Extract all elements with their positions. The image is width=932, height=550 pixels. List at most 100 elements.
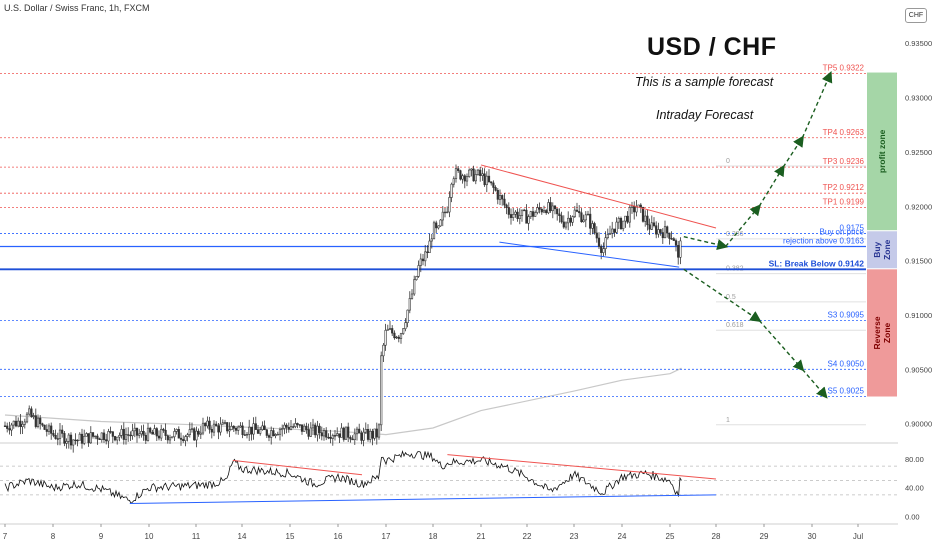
- candle-body: [591, 223, 594, 229]
- candle-body: [105, 439, 108, 442]
- candle-body: [540, 208, 543, 213]
- osc-resistance-trendline: [447, 454, 717, 480]
- candle-body: [102, 432, 106, 440]
- candle-body: [432, 222, 436, 240]
- x-tick-label: 11: [192, 532, 201, 541]
- currency-badge[interactable]: CHF: [905, 8, 927, 23]
- candle-body: [298, 424, 301, 426]
- candle-body: [50, 425, 53, 434]
- candle-body: [668, 232, 671, 239]
- candle-body: [498, 195, 502, 200]
- candle-body: [142, 430, 145, 436]
- candle-body: [448, 197, 451, 213]
- candle-body: [146, 427, 150, 441]
- price-tick-label: 0.92500: [905, 148, 932, 157]
- candle-body: [630, 205, 634, 208]
- candle-body: [201, 422, 205, 434]
- candle-body: [186, 434, 189, 437]
- candle-body: [454, 168, 458, 180]
- candle-body: [435, 222, 438, 229]
- candle-body: [547, 202, 550, 214]
- candle-body: [485, 175, 488, 186]
- candle-body: [212, 423, 216, 433]
- candle-body: [223, 422, 227, 424]
- candle-body: [111, 431, 114, 437]
- candle-body: [272, 430, 275, 437]
- candle-body: [439, 219, 442, 227]
- candle-body: [677, 244, 680, 258]
- candle-body: [65, 441, 68, 444]
- candle-body: [322, 430, 326, 437]
- candle-body: [190, 428, 194, 430]
- candle-body: [644, 215, 647, 222]
- candle-body: [342, 427, 345, 440]
- candle-body: [17, 420, 20, 427]
- candle-body: [287, 426, 290, 430]
- candle-body: [397, 336, 400, 339]
- candle-body: [217, 425, 220, 433]
- candle-body: [261, 425, 264, 430]
- candle-body: [206, 420, 209, 427]
- zone-label: ReverseZone: [872, 316, 892, 349]
- candle-body: [36, 417, 40, 427]
- candle-body: [237, 426, 240, 431]
- candle-body: [600, 246, 603, 253]
- candle-body: [443, 211, 447, 214]
- candle-body: [267, 435, 271, 438]
- candle-body: [529, 211, 532, 217]
- candle-body: [441, 211, 444, 221]
- candle-body: [41, 423, 44, 426]
- candle-body: [56, 438, 59, 440]
- candle-body: [353, 433, 356, 440]
- candle-body: [239, 425, 242, 428]
- candle-body: [162, 428, 165, 431]
- candle-body: [426, 251, 429, 253]
- candle-body: [351, 438, 354, 441]
- forecast-up-arrow: [683, 236, 729, 251]
- x-tick-label: 23: [570, 532, 579, 541]
- candle-body: [419, 258, 422, 266]
- candle-body: [663, 226, 667, 239]
- candle-body: [300, 424, 304, 432]
- candle-body: [292, 426, 295, 428]
- candle-body: [135, 427, 139, 436]
- candle-body: [78, 433, 81, 441]
- candle-body: [327, 436, 330, 439]
- x-tick-label: 10: [145, 532, 154, 541]
- candle-body: [129, 434, 132, 437]
- candle-body: [118, 435, 121, 438]
- candle-body: [320, 432, 323, 437]
- candle-body: [109, 431, 112, 433]
- zone-band: [867, 72, 897, 231]
- candle-body: [281, 428, 284, 431]
- candle-body: [518, 215, 521, 219]
- candle-body: [562, 221, 565, 228]
- candle-body: [285, 424, 288, 428]
- candle-body: [542, 210, 546, 213]
- candle-body: [679, 240, 682, 258]
- candle-body: [377, 424, 381, 438]
- candle-body: [648, 224, 651, 230]
- candle-body: [278, 429, 282, 435]
- candle-body: [316, 425, 319, 436]
- candle-body: [208, 420, 211, 430]
- zone-label: BuyZone: [872, 239, 892, 260]
- candle-body: [549, 202, 552, 212]
- candle-body: [166, 435, 169, 441]
- candle-body: [241, 425, 244, 435]
- candle-body: [593, 223, 596, 234]
- price-tick-label: 0.92000: [905, 202, 932, 211]
- x-tick-label: 22: [523, 532, 532, 541]
- candle-body: [465, 176, 469, 182]
- candle-body: [12, 420, 15, 426]
- candle-body: [595, 232, 598, 239]
- candle-body: [650, 222, 653, 230]
- candle-body: [463, 175, 466, 182]
- candle-body: [344, 426, 348, 440]
- candle-body: [140, 430, 143, 435]
- price-tick-label: 0.90500: [905, 365, 932, 374]
- candle-body: [589, 213, 592, 229]
- candle-body: [602, 248, 605, 253]
- price-level-label: 0.9175: [840, 223, 865, 232]
